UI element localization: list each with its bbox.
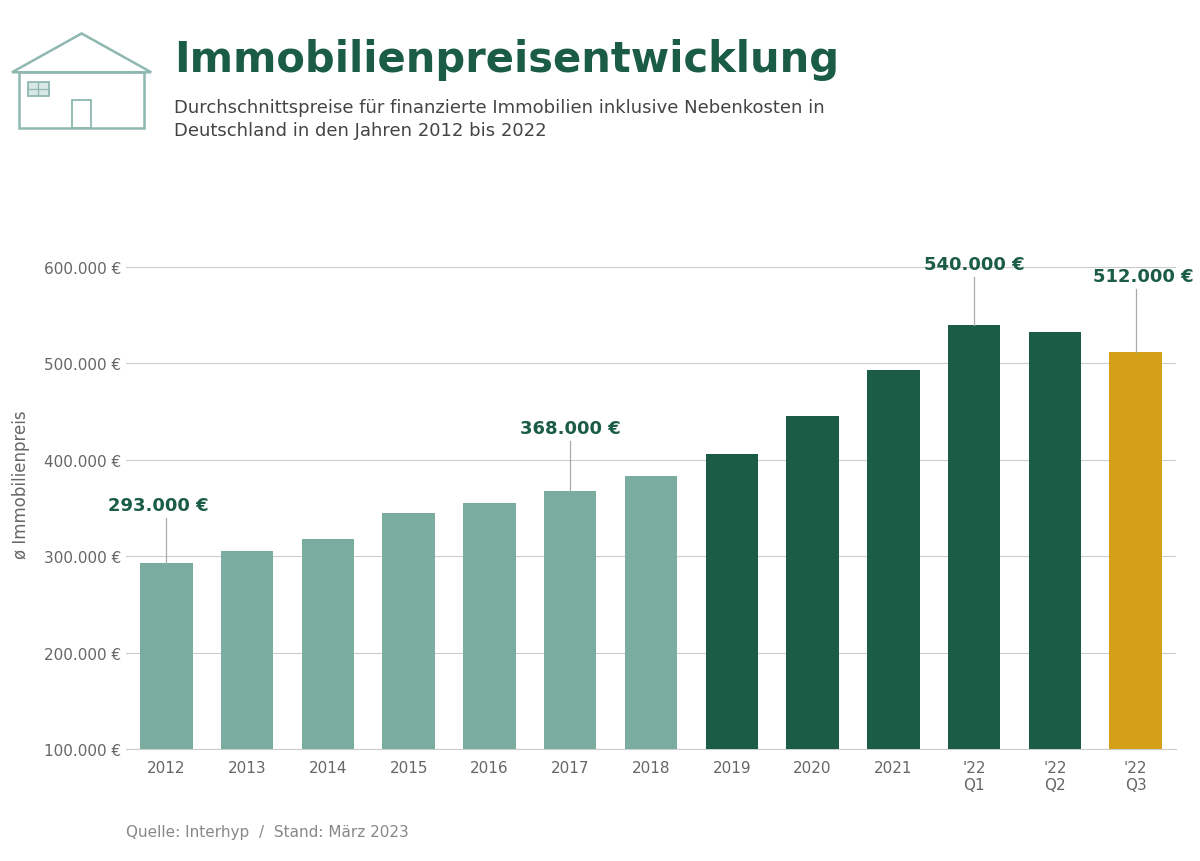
Text: 293.000 €: 293.000 € <box>108 496 209 514</box>
Text: Quelle: Interhyp  /  Stand: März 2023: Quelle: Interhyp / Stand: März 2023 <box>126 825 409 839</box>
Text: 368.000 €: 368.000 € <box>520 419 620 437</box>
Bar <box>1028 332 1081 846</box>
Bar <box>786 417 839 846</box>
Bar <box>140 563 193 846</box>
Bar <box>1109 352 1162 846</box>
Text: 512.000 €: 512.000 € <box>1093 268 1194 286</box>
Bar <box>383 513 434 846</box>
Bar <box>625 477 677 846</box>
Text: Durchschnittspreise für finanzierte Immobilien inklusive Nebenkosten in: Durchschnittspreise für finanzierte Immo… <box>174 99 824 117</box>
Bar <box>301 539 354 846</box>
Y-axis label: ø Immobilienpreis: ø Immobilienpreis <box>12 410 30 559</box>
Bar <box>706 455 758 846</box>
Text: Deutschland in den Jahren 2012 bis 2022: Deutschland in den Jahren 2012 bis 2022 <box>174 122 547 140</box>
Text: Immobilienpreisentwicklung: Immobilienpreisentwicklung <box>174 39 839 81</box>
Bar <box>221 552 274 846</box>
Bar <box>463 504 516 846</box>
Bar <box>868 371 919 846</box>
Bar <box>948 325 1001 846</box>
Text: 540.000 €: 540.000 € <box>924 256 1025 274</box>
Bar <box>544 491 596 846</box>
